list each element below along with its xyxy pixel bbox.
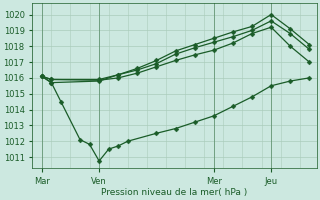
X-axis label: Pression niveau de la mer( hPa ): Pression niveau de la mer( hPa ) xyxy=(101,188,247,197)
